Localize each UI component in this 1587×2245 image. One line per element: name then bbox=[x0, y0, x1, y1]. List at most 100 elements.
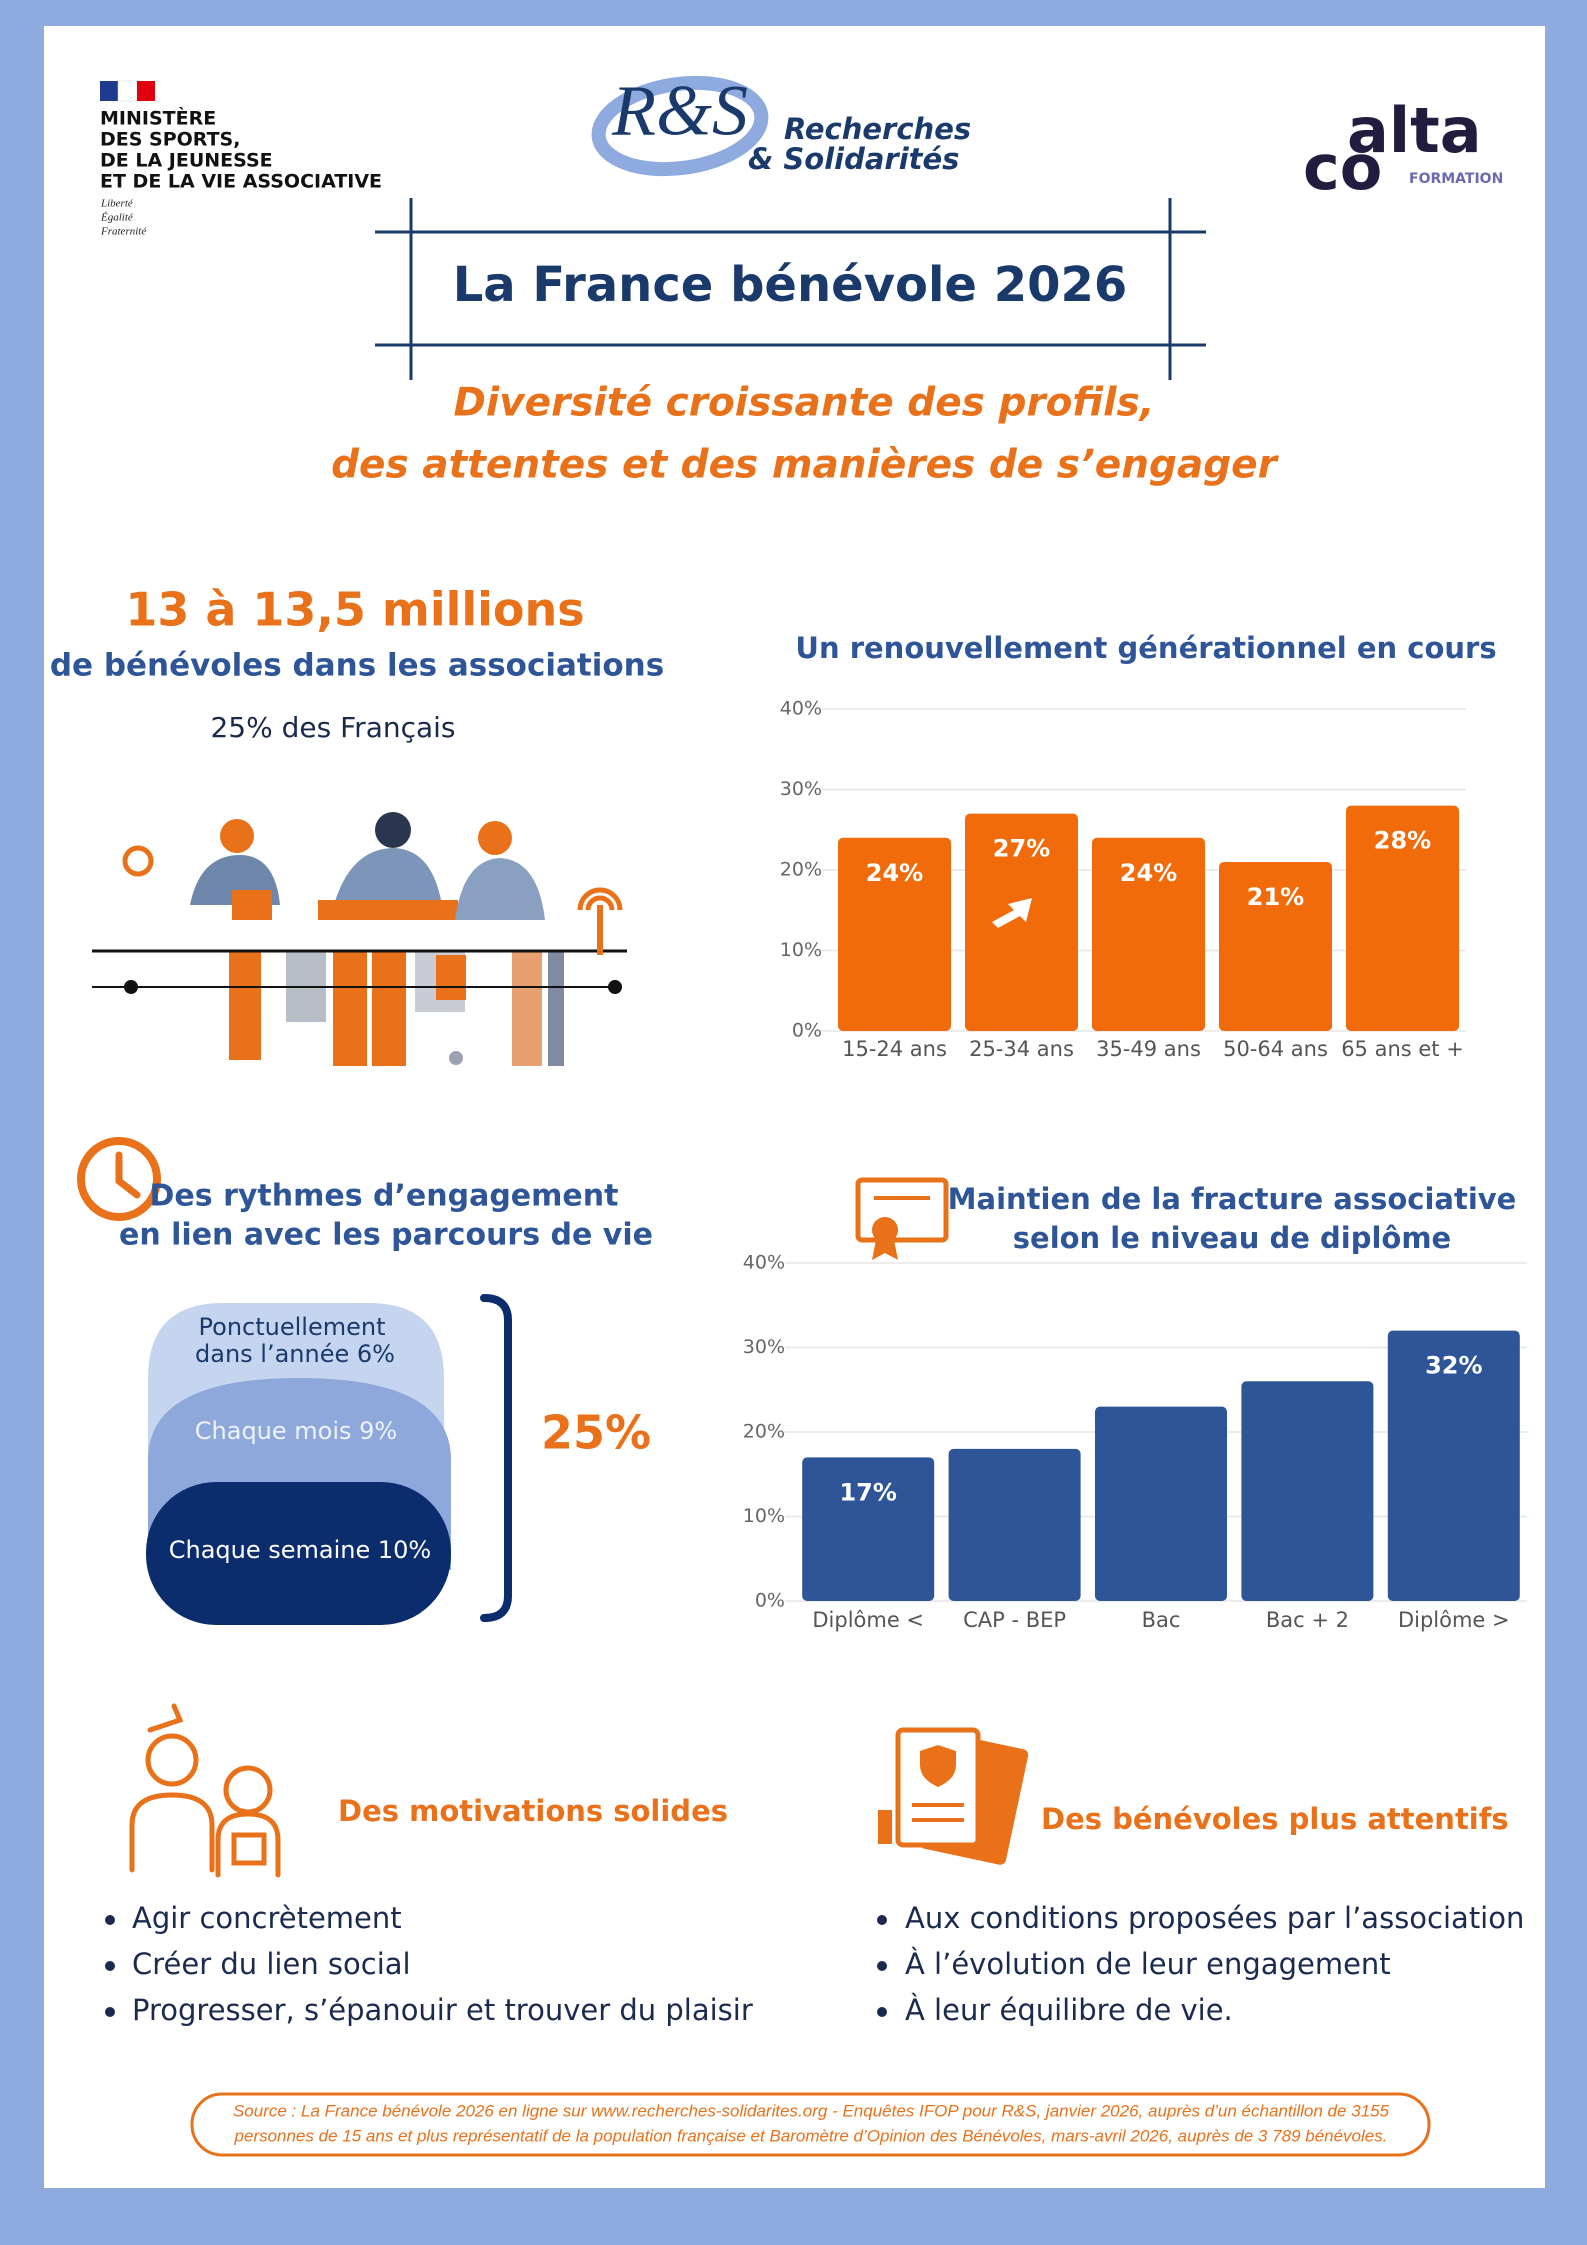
value-label: 32% bbox=[1425, 1352, 1482, 1380]
bullet-text: À l’évolution de leur engagement bbox=[905, 1947, 1391, 1981]
deco-arrow bbox=[992, 898, 1032, 928]
value-label: 28% bbox=[1374, 827, 1431, 855]
motto: Liberté bbox=[100, 198, 134, 210]
deco-signal bbox=[577, 887, 623, 911]
subline: de bénévoles dans les associations bbox=[50, 648, 664, 684]
bullet-text: Agir concrètement bbox=[132, 1901, 402, 1935]
section-title: Des motivations solides bbox=[338, 1794, 728, 1828]
clock-face bbox=[77, 1137, 161, 1221]
clock-icon bbox=[77, 1137, 161, 1221]
motto: Fraternité bbox=[100, 226, 147, 238]
level-weekly bbox=[146, 1482, 451, 1625]
y-tick-label: 20% bbox=[780, 859, 822, 881]
level-label: Ponctuellement bbox=[199, 1313, 386, 1341]
share: 25% des Français bbox=[210, 711, 455, 744]
deco-post bbox=[597, 905, 603, 955]
attentive-icon bbox=[878, 1727, 1029, 1865]
chart-generations: 0% 10% 20% 30% 40% 15-24 ans 24% 25-34 ans 27% 35… bbox=[780, 698, 1466, 1061]
bar bbox=[838, 837, 951, 1031]
bar bbox=[802, 1457, 935, 1601]
logo-name: Recherches bbox=[784, 112, 971, 146]
x-tick-label: Diplôme > bbox=[1398, 1608, 1510, 1632]
deco-box bbox=[232, 890, 272, 920]
motivation-list: Agir concrètement Créer du lien social Pro… bbox=[105, 1901, 753, 2027]
subtitle: Diversité croissante des profils, bbox=[454, 381, 1155, 426]
bullet-text: Aux conditions proposées par l’associati… bbox=[905, 1901, 1524, 1935]
section-title: en lien avec les parcours de vie bbox=[119, 1218, 653, 1253]
logo-mark: R&S bbox=[611, 71, 748, 151]
bullet-dot bbox=[877, 2007, 887, 2017]
deco-bar bbox=[229, 952, 261, 1060]
chart-diploma: 0% 10% 20% 30% 40% Diplôme < 17% CAP - BEP Bac Ba… bbox=[743, 1252, 1527, 1632]
ministry-line: DES SPORTS, bbox=[100, 129, 240, 151]
x-tick-label: 35-49 ans bbox=[1096, 1037, 1201, 1061]
bar bbox=[1092, 837, 1205, 1031]
logo-bottom: co bbox=[1303, 131, 1382, 204]
bullet-dot bbox=[105, 2007, 115, 2017]
bracket bbox=[480, 1294, 512, 1622]
chart-title: Maintien de la fracture associative bbox=[948, 1182, 1517, 1216]
illustration bbox=[92, 812, 627, 1066]
cert-ribbon bbox=[872, 1240, 898, 1260]
bar bbox=[1241, 1381, 1374, 1601]
value-label: 21% bbox=[1247, 883, 1304, 911]
y-tick-label: 30% bbox=[780, 778, 822, 800]
x-tick-label: 65 ans et + bbox=[1341, 1037, 1464, 1061]
logo-sub: FORMATION bbox=[1409, 171, 1503, 187]
source-box bbox=[190, 2092, 1431, 2157]
icon-body bbox=[129, 1792, 215, 1873]
icon-shield bbox=[920, 1745, 956, 1787]
x-tick-label: 15-24 ans bbox=[842, 1037, 947, 1061]
deco-dot bbox=[124, 980, 138, 994]
person-head bbox=[375, 812, 411, 848]
alta-logo: alta co FORMATION bbox=[1303, 94, 1503, 204]
title: La France bénévole 2026 bbox=[453, 257, 1128, 313]
value-label: 17% bbox=[839, 1478, 896, 1506]
x-tick-label: CAP - BEP bbox=[963, 1608, 1066, 1632]
person-head bbox=[220, 819, 254, 853]
icon-book bbox=[231, 1832, 267, 1866]
deco-dot bbox=[449, 1051, 463, 1065]
bar bbox=[1387, 1330, 1520, 1601]
deco-ring bbox=[122, 845, 154, 877]
y-tick-label: 20% bbox=[743, 1421, 785, 1443]
x-tick-label: 25-34 ans bbox=[969, 1037, 1074, 1061]
deco-bar bbox=[512, 952, 542, 1066]
value-label: 24% bbox=[866, 859, 923, 887]
y-tick-label: 10% bbox=[743, 1505, 785, 1527]
value-label: 27% bbox=[993, 835, 1050, 863]
bar bbox=[1095, 1406, 1227, 1601]
y-tick-label: 40% bbox=[780, 698, 822, 720]
deco-bar bbox=[548, 952, 564, 1066]
motto: Égalité bbox=[100, 212, 134, 224]
icon-doc bbox=[895, 1727, 981, 1848]
subtitle: des attentes et des manières de s’engage… bbox=[331, 443, 1279, 488]
deco-bar bbox=[333, 952, 367, 1066]
certificate-icon bbox=[855, 1177, 949, 1260]
ministry-line: DE LA JEUNESSE bbox=[100, 150, 273, 172]
icon-head bbox=[145, 1733, 199, 1787]
x-tick-label: 50-64 ans bbox=[1223, 1037, 1328, 1061]
ministry-line: ET DE LA VIE ASSOCIATIVE bbox=[100, 171, 382, 193]
panel bbox=[44, 26, 1545, 2188]
level-label: dans l’année 6% bbox=[195, 1340, 395, 1368]
section-title: Des bénévoles plus attentifs bbox=[1041, 1802, 1509, 1836]
title-frame bbox=[375, 198, 1206, 380]
y-tick-label: 40% bbox=[743, 1252, 785, 1274]
section-title: Des rythmes d’engagement bbox=[150, 1179, 619, 1214]
logo-top: alta bbox=[1347, 94, 1482, 167]
level-label: Chaque mois 9% bbox=[195, 1417, 397, 1445]
deco-bar bbox=[372, 952, 406, 1066]
bar bbox=[948, 1448, 1081, 1601]
bullet-dot bbox=[877, 1961, 887, 1971]
bar bbox=[1219, 861, 1332, 1031]
motivation-icon bbox=[129, 1703, 281, 1878]
bullet-text: Progresser, s’épanouir et trouver du pla… bbox=[132, 1993, 753, 2027]
chart-title: selon le niveau de diplôme bbox=[1013, 1221, 1451, 1255]
clock-hands bbox=[115, 1151, 141, 1199]
attentive-list: Aux conditions proposées par l’associati… bbox=[877, 1901, 1524, 2027]
chart-title: Un renouvellement générationnel en cours bbox=[795, 631, 1496, 665]
headline: 13 à 13,5 millions bbox=[125, 583, 584, 637]
bullet-text: Créer du lien social bbox=[132, 1947, 411, 1981]
